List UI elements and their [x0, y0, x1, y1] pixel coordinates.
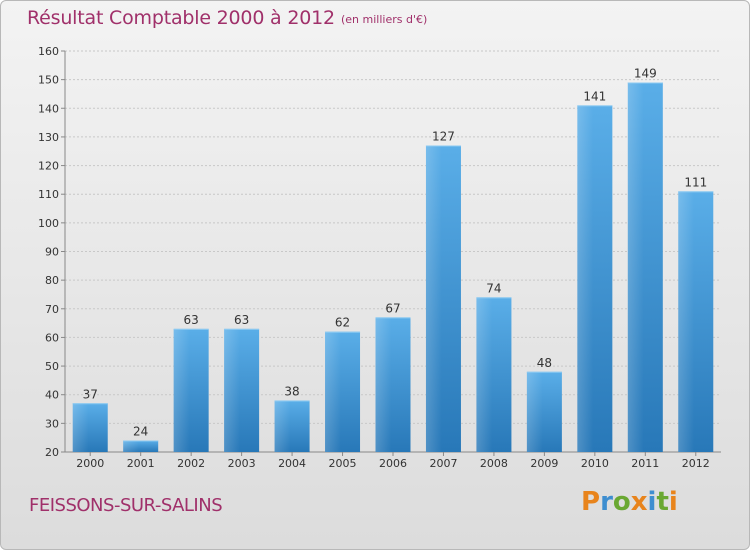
y-tick-label: 160	[38, 45, 59, 58]
data-label: 24	[133, 425, 148, 439]
x-tick-label: 2000	[76, 457, 104, 470]
logo-letter: i	[668, 487, 678, 517]
bar-highlight	[224, 328, 240, 452]
bar	[123, 440, 159, 452]
data-label: 111	[684, 175, 707, 189]
chart-title: Résultat Comptable 2000 à 2012	[27, 7, 335, 29]
bar-highlight	[476, 297, 493, 452]
commune-name: FEISSONS-SUR-SALINS	[29, 495, 223, 516]
bar-highlight	[274, 400, 291, 452]
x-tick-label: 2004	[278, 457, 306, 470]
y-tick-label: 130	[38, 131, 59, 144]
bar-highlight	[325, 331, 341, 452]
bar-highlight	[678, 191, 695, 452]
bar-chart: 20 30 40 50 60 70 80 90 100 110 120 130 140 150 160 200…	[38, 45, 721, 470]
y-tick-label: 30	[45, 417, 59, 430]
logo-letter: r	[600, 487, 613, 517]
y-tick-label: 20	[45, 446, 59, 459]
x-tick-label: 2009	[530, 457, 558, 470]
logo-letter: o	[612, 487, 631, 517]
y-tick-label: 40	[45, 389, 59, 402]
bar-highlight	[72, 403, 89, 452]
data-label: 67	[385, 301, 400, 315]
data-label: 48	[537, 356, 552, 370]
logo-letter: t	[656, 487, 669, 517]
proxiti-logo: Proxiti	[581, 487, 678, 517]
bar-highlight	[577, 105, 594, 453]
x-tick-label: 2003	[228, 457, 256, 470]
x-tick-label: 2006	[379, 457, 407, 470]
logo-letter: x	[630, 487, 648, 517]
data-label: 127	[432, 130, 455, 144]
data-label: 62	[335, 316, 350, 330]
bar-highlight	[627, 82, 644, 452]
logo-letter: i	[647, 487, 657, 517]
data-label: 63	[234, 313, 249, 327]
data-label: 38	[284, 384, 299, 398]
bar-highlight	[375, 317, 392, 452]
y-tick-label: 70	[45, 303, 59, 316]
x-tick-label: 2005	[329, 457, 357, 470]
data-label: 149	[634, 67, 657, 81]
bar-highlight	[425, 145, 442, 452]
bar-highlight	[123, 440, 139, 452]
y-tick-label: 140	[38, 102, 59, 115]
x-tick-label: 2008	[480, 457, 508, 470]
y-tick-label: 110	[38, 188, 59, 201]
logo-letter: P	[581, 487, 601, 517]
x-tick-label: 2007	[429, 457, 457, 470]
data-label: 141	[583, 89, 606, 103]
bar-highlight	[173, 328, 190, 452]
data-label: 37	[83, 387, 98, 401]
y-tick-label: 150	[38, 74, 59, 87]
x-tick-label: 2010	[581, 457, 609, 470]
x-tick-label: 2001	[127, 457, 155, 470]
chart-subtitle: (en milliers d'€)	[341, 13, 428, 26]
bar-highlight	[526, 371, 543, 452]
data-label: 74	[486, 281, 501, 295]
x-tick-label: 2012	[682, 457, 710, 470]
y-tick-label: 50	[45, 360, 59, 373]
y-tick-label: 90	[45, 246, 59, 259]
x-tick-label: 2002	[177, 457, 205, 470]
y-tick-label: 100	[38, 217, 59, 230]
data-label: 63	[184, 313, 199, 327]
y-tick-label: 60	[45, 331, 59, 344]
y-tick-label: 80	[45, 274, 59, 287]
y-tick-label: 120	[38, 160, 59, 173]
x-tick-label: 2011	[631, 457, 659, 470]
